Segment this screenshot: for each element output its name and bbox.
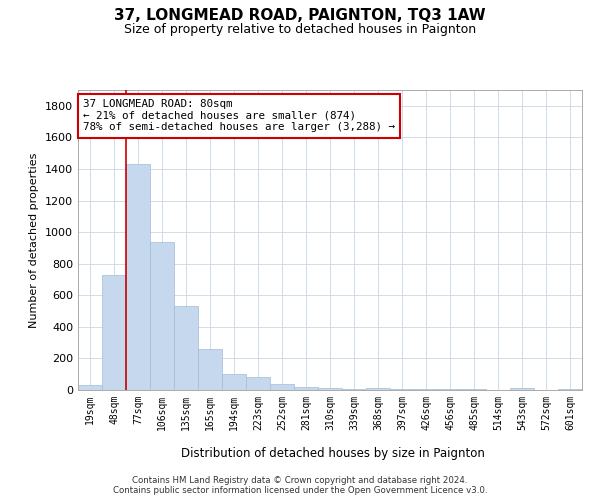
Bar xyxy=(78,386,102,390)
Text: Contains HM Land Registry data © Crown copyright and database right 2024.
Contai: Contains HM Land Registry data © Crown c… xyxy=(113,476,487,495)
Text: 37 LONGMEAD ROAD: 80sqm
← 21% of detached houses are smaller (874)
78% of semi-d: 37 LONGMEAD ROAD: 80sqm ← 21% of detache… xyxy=(83,99,395,132)
Text: Distribution of detached houses by size in Paignton: Distribution of detached houses by size … xyxy=(181,448,485,460)
Bar xyxy=(150,242,174,390)
Bar xyxy=(462,389,486,390)
Bar xyxy=(294,387,318,390)
Bar xyxy=(174,306,198,390)
Bar xyxy=(222,374,246,390)
Bar xyxy=(438,389,462,390)
Text: Size of property relative to detached houses in Paignton: Size of property relative to detached ho… xyxy=(124,22,476,36)
Bar xyxy=(198,349,222,390)
Bar xyxy=(246,378,270,390)
Bar xyxy=(558,389,582,390)
Bar xyxy=(102,274,126,390)
Bar xyxy=(318,388,342,390)
Bar xyxy=(390,389,414,390)
Bar xyxy=(270,384,294,390)
Bar xyxy=(126,164,150,390)
Bar xyxy=(342,389,366,390)
Bar xyxy=(510,388,534,390)
Bar xyxy=(414,389,438,390)
Text: 37, LONGMEAD ROAD, PAIGNTON, TQ3 1AW: 37, LONGMEAD ROAD, PAIGNTON, TQ3 1AW xyxy=(114,8,486,22)
Y-axis label: Number of detached properties: Number of detached properties xyxy=(29,152,40,328)
Bar xyxy=(366,388,390,390)
